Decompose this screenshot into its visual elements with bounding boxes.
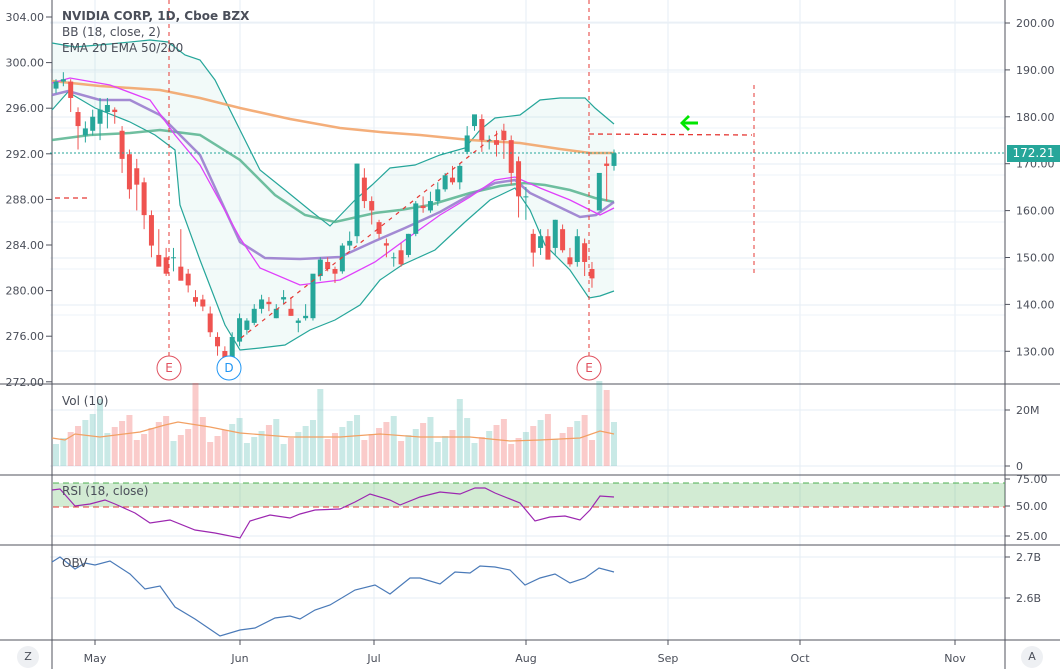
svg-text:Oct: Oct xyxy=(790,652,810,665)
svg-text:E: E xyxy=(585,361,593,375)
svg-text:E: E xyxy=(165,361,173,375)
svg-text:280.00: 280.00 xyxy=(6,285,45,298)
svg-text:300.00: 300.00 xyxy=(6,57,45,70)
svg-text:160.00: 160.00 xyxy=(1016,205,1055,218)
event-marker-e[interactable]: E xyxy=(576,355,602,381)
event-marker-d[interactable]: D xyxy=(216,355,242,381)
svg-text:304.00: 304.00 xyxy=(6,11,45,24)
svg-text:75.00: 75.00 xyxy=(1016,473,1048,486)
svg-text:50.00: 50.00 xyxy=(1016,500,1048,513)
svg-text:May: May xyxy=(84,652,107,665)
svg-text:140.00: 140.00 xyxy=(1016,298,1055,311)
svg-text:2.7B: 2.7B xyxy=(1016,551,1041,564)
svg-text:Nov: Nov xyxy=(944,652,966,665)
svg-text:Aug: Aug xyxy=(515,652,536,665)
back-arrow-icon[interactable] xyxy=(679,114,699,132)
timezone-button[interactable]: Z xyxy=(17,646,39,668)
svg-text:Jun: Jun xyxy=(230,652,248,665)
svg-text:150.00: 150.00 xyxy=(1016,252,1055,265)
auto-scale-button[interactable]: A xyxy=(1021,646,1043,668)
svg-text:Sep: Sep xyxy=(658,652,679,665)
svg-text:190.00: 190.00 xyxy=(1016,64,1055,77)
svg-text:20M: 20M xyxy=(1016,404,1040,417)
svg-text:0: 0 xyxy=(1016,460,1023,473)
obv-pane-label[interactable]: OBV xyxy=(62,556,88,570)
svg-text:272.00: 272.00 xyxy=(6,376,45,389)
svg-text:296.00: 296.00 xyxy=(6,102,45,115)
rsi-pane-label[interactable]: RSI (18, close) xyxy=(62,484,149,498)
svg-text:276.00: 276.00 xyxy=(6,330,45,343)
svg-text:130.00: 130.00 xyxy=(1016,345,1055,358)
svg-text:2.6B: 2.6B xyxy=(1016,592,1041,605)
svg-text:D: D xyxy=(224,361,233,375)
svg-text:292.00: 292.00 xyxy=(6,148,45,161)
svg-text:180.00: 180.00 xyxy=(1016,111,1055,124)
svg-text:288.00: 288.00 xyxy=(6,193,45,206)
volume-pane-label[interactable]: Vol (10) xyxy=(62,394,109,408)
svg-text:200.00: 200.00 xyxy=(1016,17,1055,30)
event-marker-e[interactable]: E xyxy=(156,355,182,381)
svg-text:25.00: 25.00 xyxy=(1016,530,1048,543)
svg-text:Jul: Jul xyxy=(366,652,380,665)
svg-text:284.00: 284.00 xyxy=(6,239,45,252)
last-price-tag: 172.21 xyxy=(1007,145,1060,162)
